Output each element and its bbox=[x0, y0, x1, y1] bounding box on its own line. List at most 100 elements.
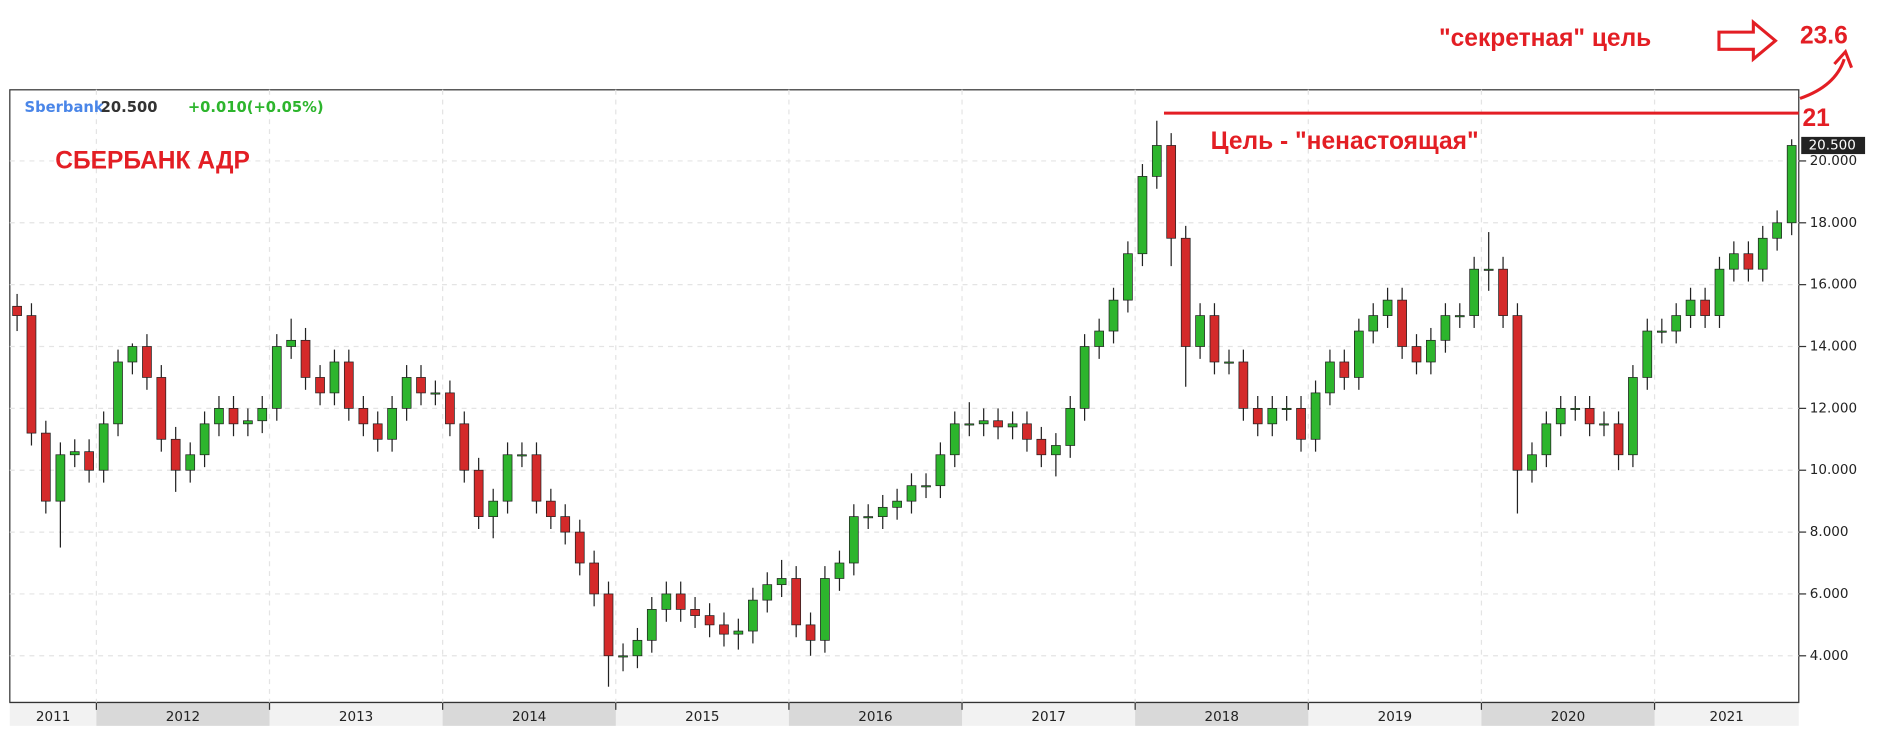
candle-body bbox=[863, 516, 874, 519]
candle-body bbox=[574, 531, 585, 564]
candle-body bbox=[704, 615, 715, 626]
candle-body bbox=[1555, 407, 1566, 425]
candle-body bbox=[113, 361, 123, 425]
candle-body bbox=[1296, 407, 1306, 440]
candle-body bbox=[98, 423, 109, 471]
year-band bbox=[96, 702, 270, 726]
candle-body bbox=[834, 562, 845, 579]
candle-body bbox=[300, 339, 311, 378]
candle-body bbox=[1065, 407, 1076, 446]
candle-body bbox=[1628, 377, 1638, 456]
candle-body bbox=[646, 609, 657, 641]
candle-body bbox=[748, 599, 758, 632]
candle-body bbox=[1094, 330, 1104, 347]
candle-body bbox=[1714, 268, 1725, 316]
candle-body bbox=[1527, 454, 1537, 471]
candle-body bbox=[1642, 330, 1653, 378]
candle-body bbox=[271, 346, 282, 409]
candle-body bbox=[1354, 330, 1364, 378]
candle-body bbox=[185, 454, 196, 471]
header-price: 20.500 bbox=[101, 99, 158, 116]
candle-body bbox=[791, 578, 802, 626]
candle-body bbox=[892, 500, 902, 508]
y-tick-label: 10.000 bbox=[1810, 462, 1857, 478]
x-tick-label: 2019 bbox=[1378, 709, 1412, 725]
candle-body bbox=[1079, 346, 1090, 409]
candle-body bbox=[502, 454, 513, 502]
x-tick-label: 2016 bbox=[858, 709, 892, 725]
candle-body bbox=[762, 584, 773, 601]
grid: 4.000 6.000 8.000 10.000 12.000 14.000 16.000 1… bbox=[9, 89, 1857, 710]
candle-body bbox=[1700, 299, 1710, 316]
x-tick-label: 2018 bbox=[1205, 709, 1239, 725]
candle-body bbox=[26, 315, 37, 434]
candle-body bbox=[820, 578, 830, 641]
candle-body bbox=[1310, 392, 1321, 440]
annotation-text: Цель - "ненастоящая" bbox=[1211, 128, 1479, 155]
candle-body bbox=[632, 639, 643, 657]
header-change: +0.010(+0.05%) bbox=[188, 99, 324, 116]
candle-body bbox=[387, 407, 397, 440]
candle-body bbox=[1469, 268, 1479, 316]
x-tick-label: 2014 bbox=[512, 709, 546, 725]
candle-body bbox=[921, 485, 931, 488]
candle-body bbox=[560, 516, 571, 533]
candle-body bbox=[243, 420, 253, 425]
candle-body bbox=[1772, 222, 1782, 239]
x-tick-label: 2012 bbox=[166, 709, 200, 725]
candle-body bbox=[214, 407, 224, 425]
candle-body bbox=[1656, 330, 1667, 333]
candle-body bbox=[1368, 315, 1379, 332]
candle-body bbox=[1397, 299, 1407, 347]
candle-body bbox=[1108, 299, 1119, 332]
curved-arrow bbox=[1799, 58, 1846, 100]
candle-body bbox=[1498, 268, 1508, 316]
candle-body bbox=[286, 339, 296, 347]
candle-body bbox=[1238, 361, 1249, 409]
ticker: Sberbank bbox=[25, 99, 105, 116]
y-tick-label: 16.000 bbox=[1810, 277, 1857, 293]
candle-body bbox=[805, 624, 816, 641]
candle-body bbox=[170, 438, 181, 471]
candle-body bbox=[12, 305, 22, 316]
candle-body bbox=[935, 454, 946, 487]
candle-body bbox=[1151, 145, 1162, 177]
candle-body bbox=[1036, 438, 1047, 456]
candle-body bbox=[1252, 407, 1263, 425]
y-tick-label: 4.000 bbox=[1810, 648, 1849, 664]
candle-body bbox=[877, 506, 888, 517]
candle-body bbox=[618, 655, 628, 658]
candle-body bbox=[1786, 145, 1797, 224]
candle-body bbox=[372, 423, 383, 440]
candle-body bbox=[1426, 339, 1436, 363]
y-tick-label: 6.000 bbox=[1810, 586, 1849, 602]
candle-body bbox=[719, 624, 729, 635]
candle-body bbox=[848, 516, 859, 564]
candle-body bbox=[964, 423, 975, 426]
candle-body bbox=[993, 420, 1003, 428]
candle-body bbox=[978, 420, 989, 425]
candle-body bbox=[1512, 315, 1523, 471]
candle-body bbox=[1123, 253, 1133, 301]
candle-body bbox=[1440, 315, 1451, 341]
last-price-badge bbox=[1801, 136, 1866, 155]
candle-body bbox=[1007, 423, 1018, 428]
candle-body bbox=[1382, 299, 1393, 316]
last-price-label: 20.500 bbox=[1809, 137, 1856, 153]
year-band bbox=[1135, 702, 1309, 726]
y-tick-label: 12.000 bbox=[1810, 400, 1857, 416]
candle-body bbox=[257, 407, 268, 422]
annotation-text: "секретная" цель bbox=[1439, 25, 1651, 52]
candle-body bbox=[906, 485, 917, 502]
candle-body bbox=[84, 451, 94, 471]
candle-body bbox=[401, 377, 412, 409]
candle-body bbox=[589, 562, 599, 595]
candle-body bbox=[1267, 407, 1278, 425]
year-band bbox=[788, 702, 963, 726]
candle-body bbox=[445, 392, 455, 425]
candle-body bbox=[156, 377, 167, 440]
candle-body bbox=[1584, 407, 1595, 425]
candle-body bbox=[315, 377, 325, 394]
y-tick-label: 8.000 bbox=[1810, 524, 1849, 540]
